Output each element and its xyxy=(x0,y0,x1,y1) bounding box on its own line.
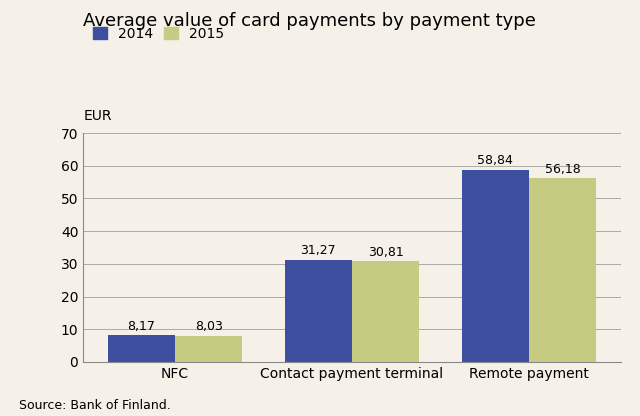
Bar xyxy=(352,261,419,362)
Bar xyxy=(529,178,596,362)
Text: 8,03: 8,03 xyxy=(195,320,223,333)
Text: Average value of card payments by payment type: Average value of card payments by paymen… xyxy=(83,12,536,30)
Bar xyxy=(285,260,352,362)
Text: 31,27: 31,27 xyxy=(301,245,336,258)
Legend: 2014, 2015: 2014, 2015 xyxy=(88,21,230,46)
Text: Source: Bank of Finland.: Source: Bank of Finland. xyxy=(19,399,171,412)
Bar xyxy=(108,335,175,362)
Bar xyxy=(462,170,529,362)
Text: 56,18: 56,18 xyxy=(545,163,580,176)
Text: 8,17: 8,17 xyxy=(127,320,156,333)
Bar xyxy=(175,336,242,362)
Text: 30,81: 30,81 xyxy=(368,246,403,259)
Text: EUR: EUR xyxy=(83,109,112,123)
Text: 58,84: 58,84 xyxy=(477,154,513,167)
